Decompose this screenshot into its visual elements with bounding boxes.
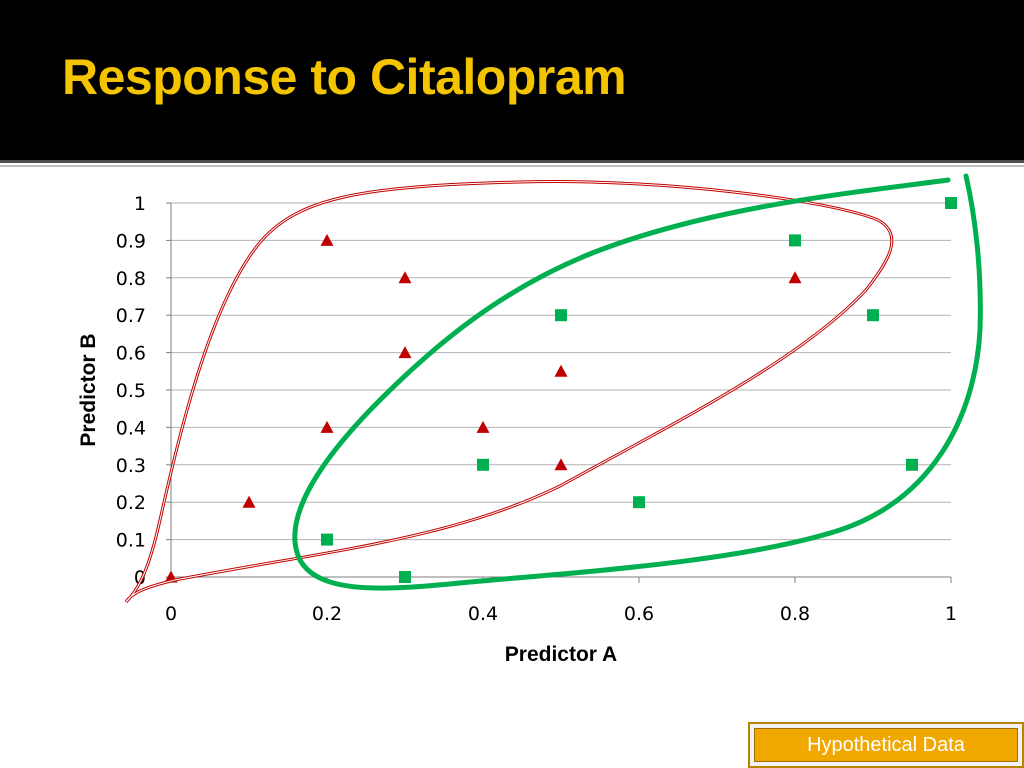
triangle-marker [320, 420, 334, 433]
y-tick-label: 0.1 [116, 530, 146, 552]
red-cluster-loop [124, 180, 894, 604]
hypothetical-data-badge: Hypothetical Data [748, 722, 1024, 768]
data-markers [164, 197, 957, 583]
y-axis-title: Predictor B [77, 333, 100, 446]
axes [166, 202, 952, 583]
slide-title: Response to Citalopram [62, 49, 627, 105]
square-marker [906, 458, 918, 471]
square-marker [633, 496, 645, 509]
square-marker [867, 309, 879, 322]
y-tick-label: 0.8 [116, 268, 146, 290]
green-cluster-loop [292, 173, 983, 591]
y-tick-label: 0.2 [116, 492, 146, 514]
title-divider [0, 160, 1024, 163]
y-tick-label: 0.5 [116, 380, 146, 402]
x-tick-label: 0.4 [468, 603, 498, 625]
triangle-marker [242, 495, 256, 508]
x-tick-label: 0.8 [780, 603, 810, 625]
y-tick-label: 0.7 [116, 305, 146, 327]
tick-labels: 00.10.20.30.40.50.60.70.80.910 0.2 0.4 0.6 0… [116, 193, 957, 625]
y-tick-label: 0.3 [116, 455, 146, 477]
badge-label: Hypothetical Data [754, 728, 1018, 762]
x-axis-title: Predictor A [505, 643, 617, 666]
triangle-marker [788, 271, 802, 284]
triangle-marker [398, 271, 412, 284]
x-tick-label: 0.6 [624, 603, 654, 625]
square-marker [321, 533, 333, 546]
y-tick-label: 0.4 [116, 417, 146, 439]
cluster-loops [124, 173, 983, 604]
y-tick-label: 1 [134, 193, 146, 215]
square-marker [477, 458, 489, 471]
square-marker [789, 234, 801, 247]
x-tick-label: 0 [165, 603, 177, 625]
title-divider-light [0, 165, 1024, 167]
title-bar: Response to Citalopram [0, 0, 1024, 160]
square-marker [555, 309, 567, 322]
x-tick-label: 1 [945, 603, 957, 625]
triangle-marker [398, 346, 412, 359]
square-marker [399, 571, 411, 583]
x-tick-label: 0.2 [312, 603, 342, 625]
triangle-marker [554, 458, 568, 471]
y-tick-label: 0.6 [116, 343, 146, 365]
red-cluster-loop-inner [125, 181, 893, 603]
triangle-marker [554, 364, 568, 377]
y-tick-label: 0.9 [116, 230, 146, 252]
triangle-marker [320, 233, 334, 246]
triangle-marker [476, 420, 490, 433]
square-marker [945, 197, 957, 209]
